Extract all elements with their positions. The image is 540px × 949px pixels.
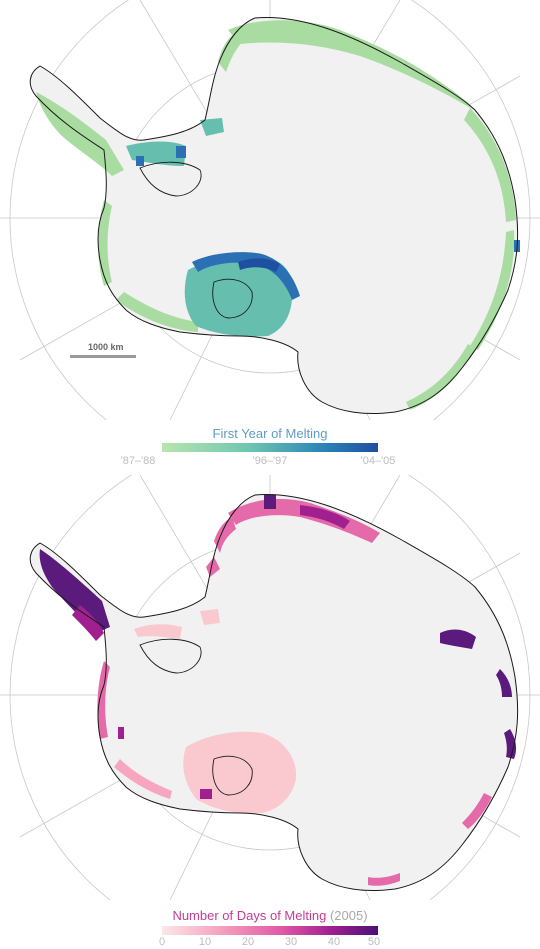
legend-tick: 30 — [284, 936, 298, 948]
legend-days-of-melting: Number of Days of Melting (2005) 0 10 20… — [0, 900, 540, 949]
first-year-of-melting-map: 1000 km — [0, 0, 540, 420]
legend-tick: '04–'05 — [360, 455, 396, 467]
scale-bar-label: 1000 km — [88, 342, 124, 352]
legend-colorbar-first-year — [162, 443, 378, 452]
legend-tick: '87–'88 — [120, 455, 156, 467]
days-of-melting-map — [0, 475, 540, 900]
legend-tick: 0 — [158, 936, 166, 948]
legend-title-days-text: Number of Days of Melting — [172, 908, 327, 923]
legend-tick: 40 — [327, 936, 341, 948]
legend-title-days: Number of Days of Melting (2005) — [0, 908, 540, 923]
legend-tick: 20 — [241, 936, 255, 948]
legend-tick: '96–'97 — [252, 455, 288, 467]
melt-regions-first-year — [36, 20, 520, 410]
melt-regions-days — [39, 495, 517, 886]
legend-tick: 10 — [198, 936, 212, 948]
legend-first-year: First Year of Melting '87–'88 '96–'97 '0… — [0, 420, 540, 475]
scale-bar — [70, 355, 136, 358]
legend-colorbar-days — [162, 926, 378, 935]
legend-tick: 50 — [367, 936, 381, 948]
legend-title-days-suffix: (2005) — [329, 908, 368, 923]
legend-title-first-year: First Year of Melting — [212, 426, 328, 441]
